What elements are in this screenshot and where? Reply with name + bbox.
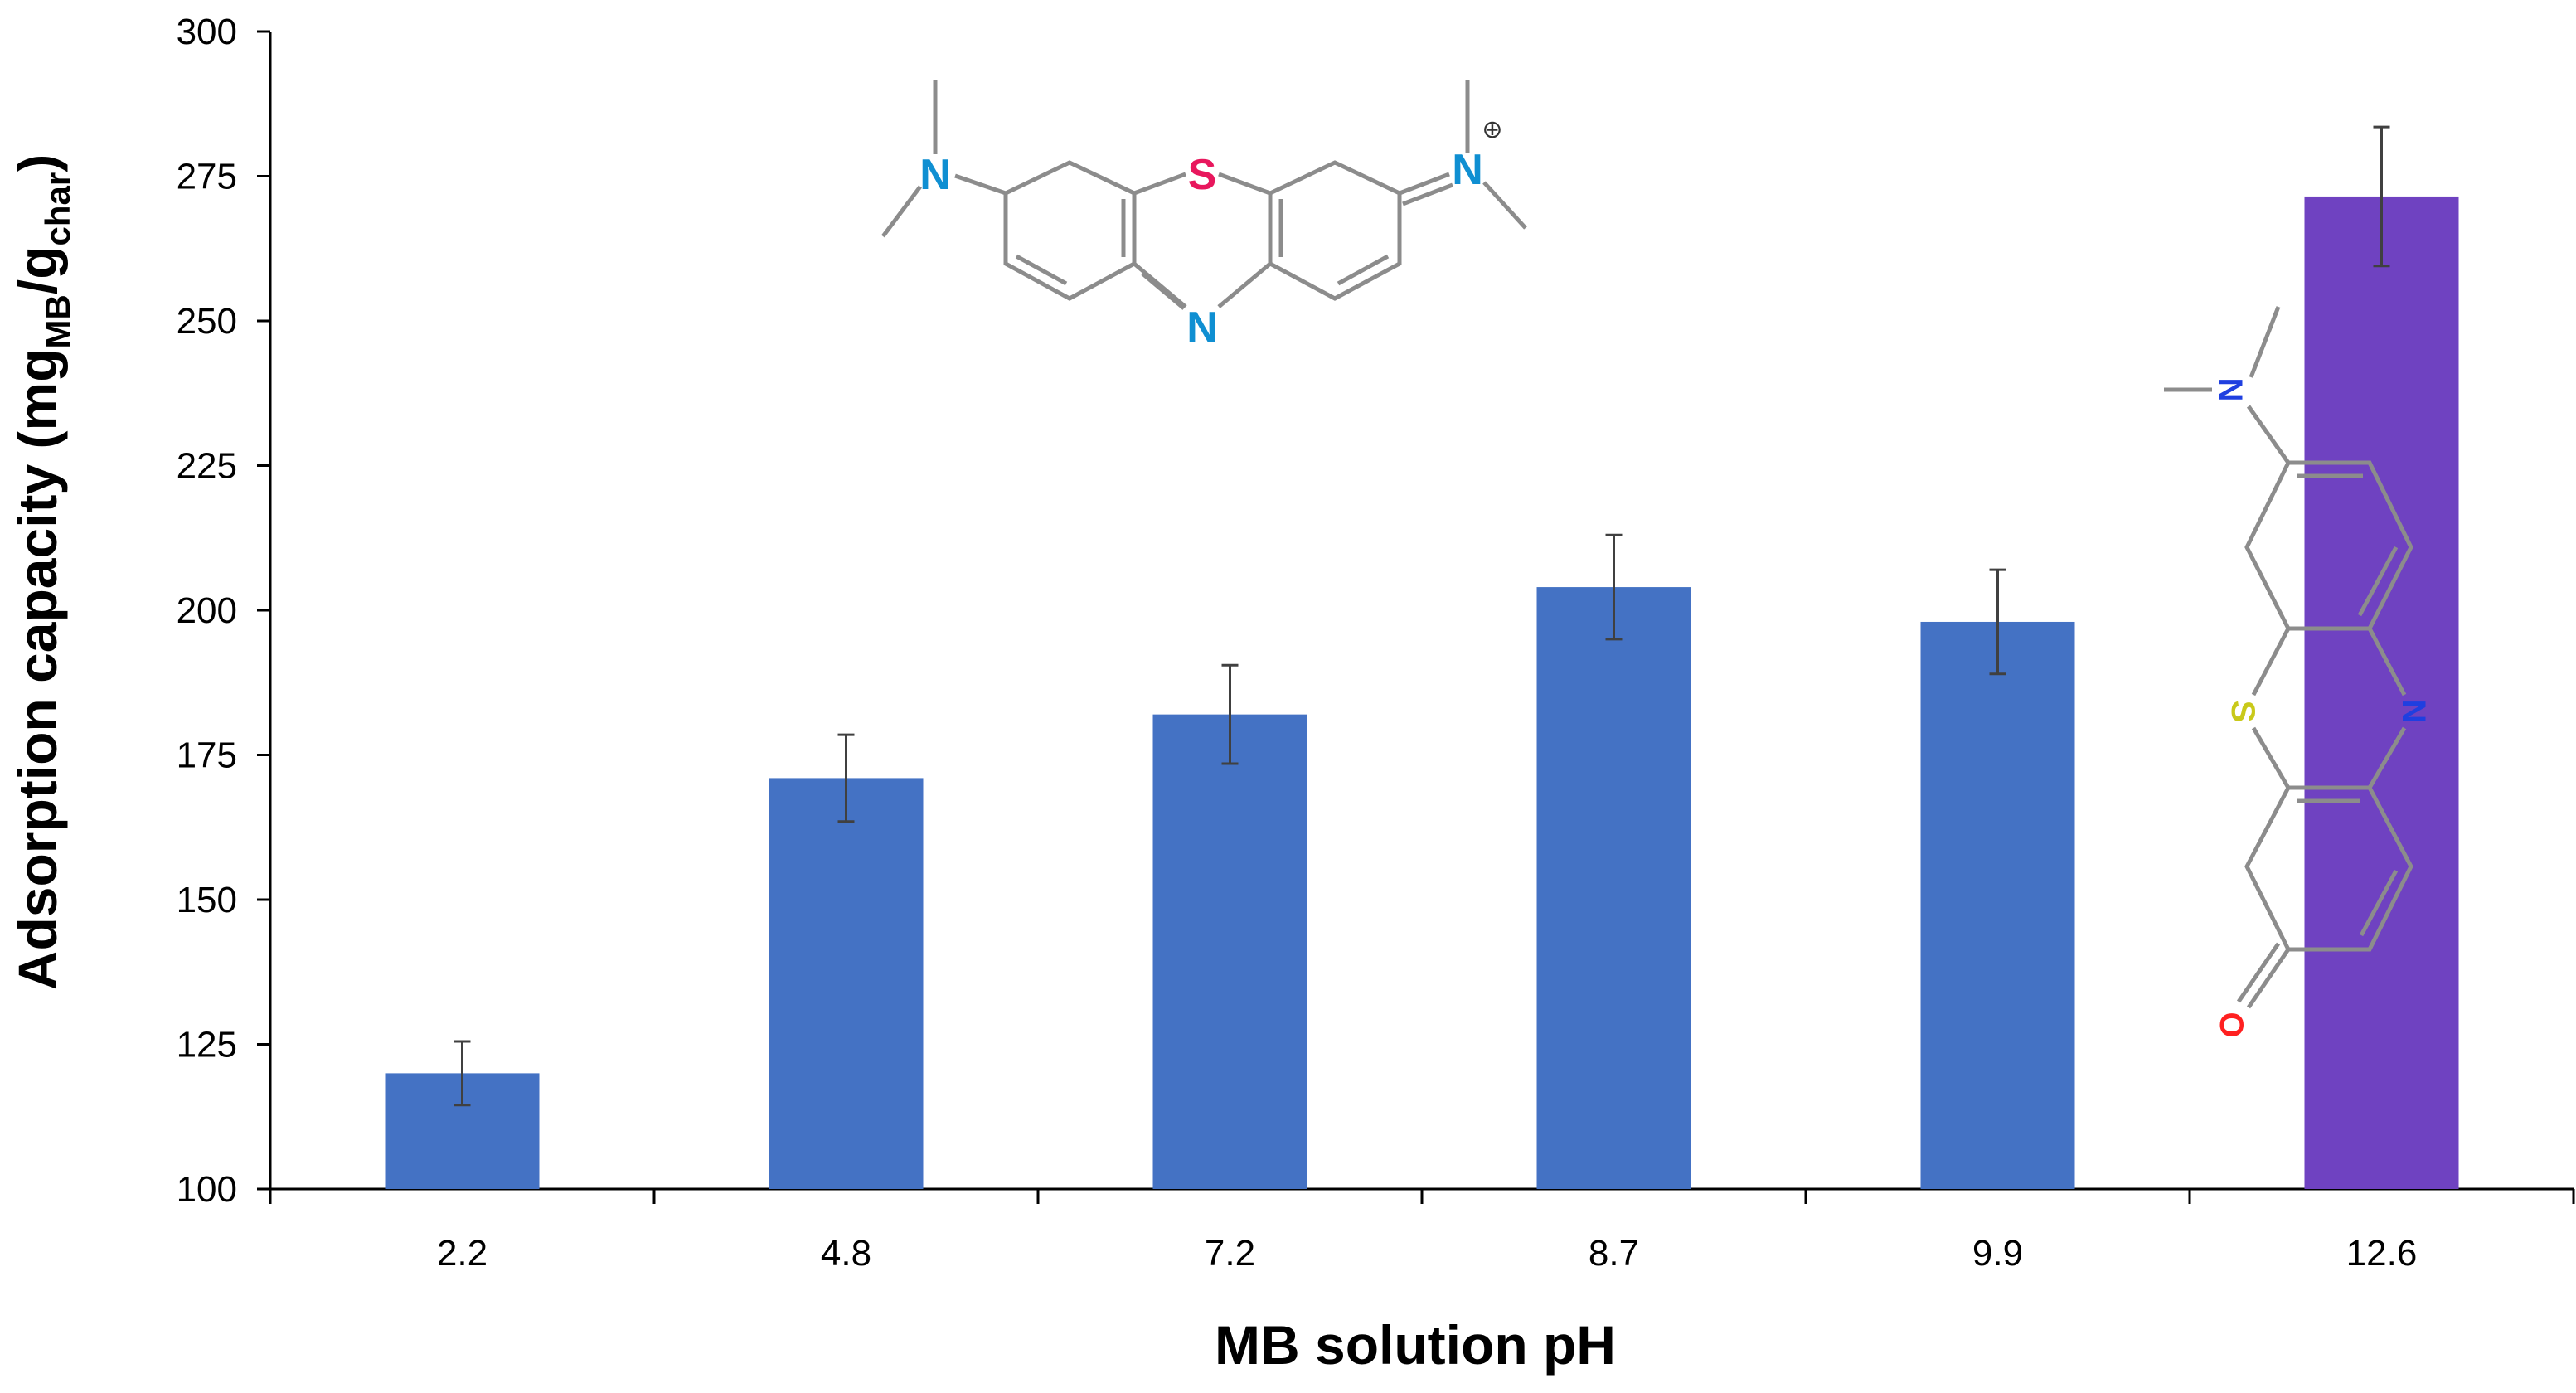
y-axis-title-sub-char: char bbox=[38, 172, 77, 246]
mol-atom-n-left: N bbox=[919, 151, 951, 199]
x-tick-label: 9.9 bbox=[1972, 1233, 2023, 1274]
bar bbox=[1536, 587, 1691, 1189]
inset-molecule-atom-labels: N S N O bbox=[2212, 378, 2432, 1038]
y-tick-label: 125 bbox=[177, 1025, 237, 1065]
methylene-blue-structure bbox=[881, 80, 1527, 310]
axes bbox=[257, 30, 2575, 1204]
bar bbox=[2304, 196, 2459, 1190]
error-bar bbox=[2373, 125, 2390, 268]
y-tick-label: 275 bbox=[177, 157, 237, 197]
y-axis-title: Adsorption capacity (mgMB/gchar) bbox=[7, 154, 77, 990]
error-bar bbox=[1605, 533, 1623, 641]
error-bar bbox=[1221, 663, 1239, 765]
y-tick-label: 175 bbox=[177, 735, 237, 776]
y-axis-title-mid: /g bbox=[7, 245, 68, 294]
mol-atom-s: S bbox=[1188, 151, 1217, 199]
bars bbox=[385, 196, 2459, 1190]
y-tick-label: 100 bbox=[177, 1169, 237, 1210]
y-axis-title-main: Adsorption capacity (mg bbox=[7, 348, 68, 990]
x-tick-label: 7.2 bbox=[1205, 1233, 1255, 1274]
methylene-blue-atom-labels: N S N N ⊕ bbox=[919, 115, 1502, 352]
error-bar bbox=[454, 1040, 471, 1107]
inset-atom-n-top: N bbox=[2212, 378, 2249, 402]
error-bars bbox=[454, 125, 2390, 1107]
y-tick-label: 250 bbox=[177, 301, 237, 342]
inset-molecule-structure bbox=[2164, 306, 2413, 1009]
x-tick-label: 4.8 bbox=[821, 1233, 871, 1274]
x-tick-label: 2.2 bbox=[437, 1233, 488, 1274]
error-bar bbox=[1989, 568, 2006, 676]
mol-atom-n-center: N bbox=[1186, 303, 1218, 352]
x-tick-labels: 2.2 4.8 7.2 8.7 9.9 12.6 bbox=[437, 1233, 2417, 1274]
y-tick-label: 200 bbox=[177, 590, 237, 631]
y-tick-label: 300 bbox=[177, 12, 237, 52]
y-tick-label: 150 bbox=[177, 880, 237, 920]
inset-atom-s: S bbox=[2224, 701, 2261, 723]
x-tick-label: 8.7 bbox=[1589, 1233, 1639, 1274]
inset-atom-n-mid: N bbox=[2395, 700, 2432, 724]
x-axis-title: MB solution pH bbox=[1215, 1314, 1616, 1376]
y-axis-title-end: ) bbox=[7, 154, 68, 172]
y-axis-title-sub-mb: MB bbox=[38, 294, 77, 348]
y-tick-label: 225 bbox=[177, 446, 237, 487]
mol-charge-icon: ⊕ bbox=[1482, 115, 1502, 144]
bar bbox=[1920, 621, 2075, 1189]
y-tick-labels: 100 125 150 175 200 225 250 275 300 bbox=[177, 12, 237, 1210]
bar bbox=[769, 778, 924, 1189]
mol-atom-n-right: N bbox=[1452, 146, 1483, 194]
inset-atom-o: O bbox=[2213, 1012, 2249, 1037]
error-bar bbox=[837, 733, 855, 823]
bar bbox=[1152, 714, 1307, 1189]
x-tick-label: 12.6 bbox=[2346, 1233, 2418, 1274]
